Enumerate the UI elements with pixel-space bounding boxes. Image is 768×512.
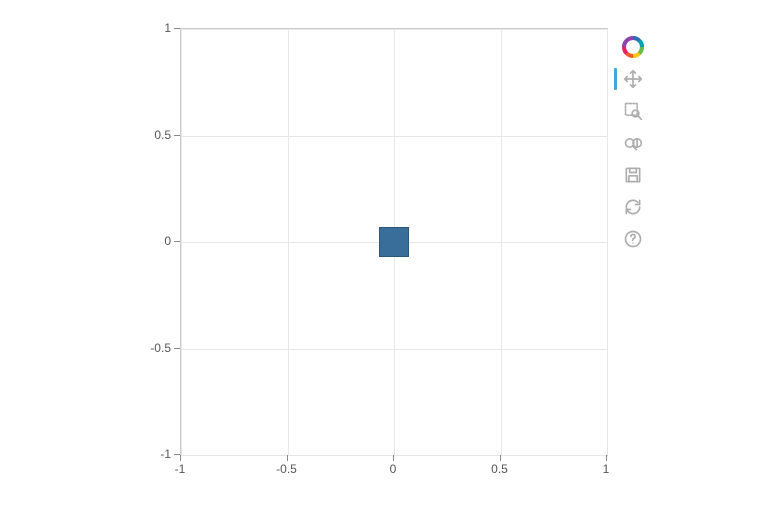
x-tick [606, 455, 607, 461]
y-tick [174, 135, 180, 136]
square-marker [379, 227, 409, 257]
chart-root: -1 -0.5 0 0.5 1 -1 -0.5 0 0.5 1 [0, 0, 768, 512]
x-tick [500, 455, 501, 461]
y-tick-label: 0.5 [154, 128, 171, 142]
pan-tool-icon[interactable] [620, 66, 646, 92]
x-tick-label: 1 [603, 462, 610, 476]
y-tick [174, 348, 180, 349]
x-tick [180, 455, 181, 461]
y-tick [174, 454, 180, 455]
x-tick-label: -1 [175, 462, 186, 476]
plot-area[interactable] [180, 28, 608, 456]
gridline-vertical [607, 29, 608, 455]
y-tick [174, 28, 180, 29]
y-tick [174, 241, 180, 242]
gridline-horizontal [181, 455, 607, 456]
toolbar [620, 34, 646, 252]
box-zoom-tool-icon[interactable] [620, 98, 646, 124]
y-tick-label: -0.5 [150, 341, 171, 355]
x-tick-label: -0.5 [276, 462, 297, 476]
x-tick-label: 0.5 [491, 462, 508, 476]
gridline-horizontal [181, 136, 607, 137]
help-tool-icon[interactable] [620, 226, 646, 252]
bokeh-logo-icon [620, 34, 646, 60]
gridline-horizontal [181, 29, 607, 30]
x-tick [393, 455, 394, 461]
x-tick-label: 0 [390, 462, 397, 476]
y-tick-label: -1 [160, 447, 171, 461]
reset-tool-icon[interactable] [620, 194, 646, 220]
y-tick-label: 1 [164, 21, 171, 35]
x-tick [287, 455, 288, 461]
gridline-horizontal [181, 349, 607, 350]
save-tool-icon[interactable] [620, 162, 646, 188]
y-tick-label: 0 [164, 234, 171, 248]
wheel-zoom-tool-icon[interactable] [620, 130, 646, 156]
